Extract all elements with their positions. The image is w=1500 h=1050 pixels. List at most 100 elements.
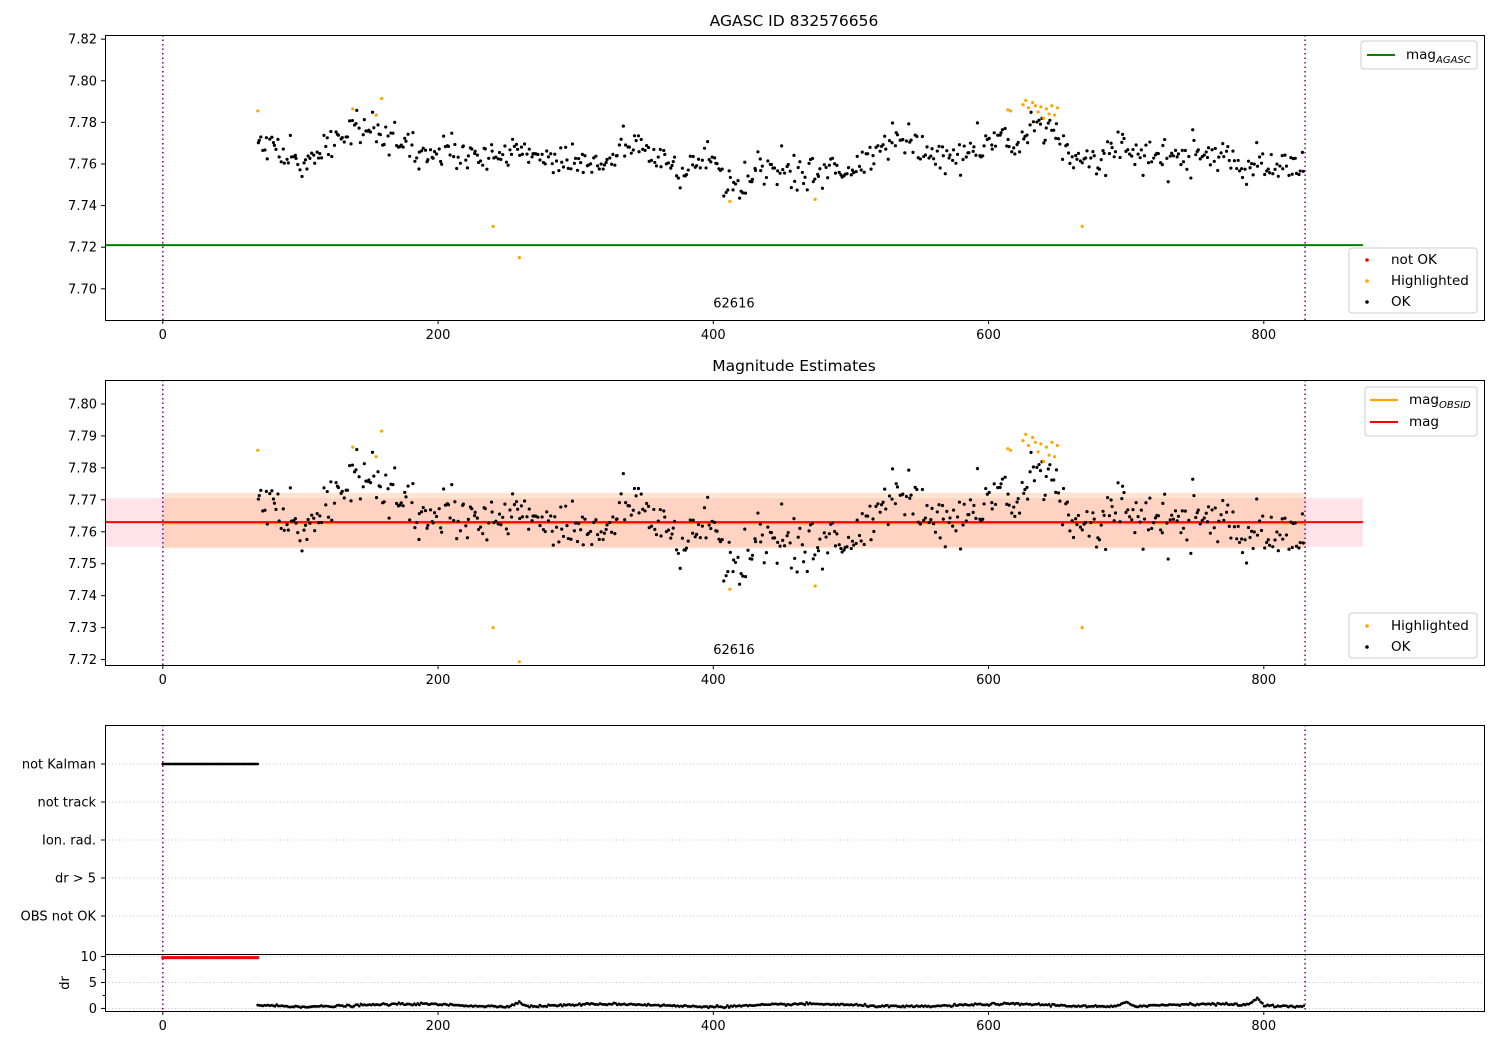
ok-point bbox=[720, 537, 724, 542]
highlighted-point bbox=[517, 660, 521, 664]
ok-point bbox=[722, 579, 726, 583]
dr-point bbox=[726, 1004, 729, 1007]
ok-point bbox=[911, 150, 915, 154]
ok-point bbox=[645, 501, 649, 506]
ok-point bbox=[1206, 505, 1211, 509]
ok-point bbox=[935, 510, 939, 514]
ok-point bbox=[599, 530, 603, 534]
ok-point bbox=[458, 161, 463, 165]
ok-point bbox=[830, 156, 835, 160]
ok-point bbox=[930, 147, 934, 151]
ok-point bbox=[601, 537, 605, 542]
ok-point bbox=[316, 156, 321, 160]
ok-point bbox=[860, 150, 864, 154]
ok-point bbox=[975, 467, 980, 471]
ok-point bbox=[743, 574, 748, 579]
legend-not-ok-label: not OK bbox=[1391, 252, 1438, 268]
ok-point bbox=[506, 163, 510, 167]
ok-point bbox=[394, 501, 399, 506]
ok-point bbox=[663, 515, 667, 519]
ok-point bbox=[527, 160, 531, 164]
ok-point bbox=[579, 528, 583, 532]
ok-point bbox=[1179, 162, 1183, 167]
ok-point bbox=[886, 522, 890, 527]
ok-point bbox=[1110, 145, 1114, 150]
ok-point bbox=[726, 188, 730, 192]
ok-point bbox=[859, 168, 863, 172]
ok-point bbox=[1006, 492, 1010, 496]
legend-obsid-label: magOBSID bbox=[1409, 392, 1471, 411]
ok-point bbox=[1131, 508, 1135, 512]
ok-point bbox=[1144, 143, 1148, 147]
highlighted-point bbox=[1026, 106, 1031, 110]
ok-point bbox=[758, 157, 762, 161]
ok-point bbox=[688, 154, 692, 158]
ok-point bbox=[756, 150, 760, 154]
dr-points bbox=[161, 956, 1306, 1010]
ok-point bbox=[1163, 137, 1167, 142]
ok-point bbox=[326, 515, 331, 519]
y-tick-label: 5 bbox=[89, 976, 97, 991]
ok-point bbox=[325, 489, 329, 494]
ok-point bbox=[1202, 516, 1206, 520]
ok-point bbox=[1160, 531, 1164, 535]
ok-point bbox=[1252, 530, 1256, 534]
ok-point bbox=[1248, 535, 1252, 540]
ok-point bbox=[452, 155, 456, 159]
ok-point bbox=[940, 145, 945, 149]
ok-point bbox=[510, 137, 515, 141]
ok-point bbox=[895, 485, 900, 489]
ok-point bbox=[753, 168, 758, 172]
ok-point bbox=[1189, 176, 1193, 180]
ok-point bbox=[1170, 513, 1174, 517]
ok-point bbox=[1068, 161, 1072, 165]
ok-point bbox=[1161, 143, 1165, 148]
ok-point bbox=[466, 154, 470, 158]
highlighted-point bbox=[1036, 110, 1040, 114]
ok-point bbox=[686, 168, 690, 172]
ok-point bbox=[1235, 537, 1239, 541]
ok-point bbox=[1232, 159, 1236, 163]
ok-point bbox=[709, 160, 713, 164]
ok-point bbox=[1104, 547, 1108, 552]
ok-point bbox=[1071, 166, 1076, 170]
ok-point bbox=[649, 158, 654, 162]
ok-point bbox=[795, 188, 799, 192]
highlighted-point bbox=[1030, 435, 1035, 440]
ok-point bbox=[440, 530, 444, 534]
ok-point bbox=[631, 148, 635, 152]
ok-point bbox=[1138, 156, 1142, 160]
flag-category-label: dr > 5 bbox=[55, 872, 96, 887]
ok-point bbox=[1240, 550, 1245, 555]
ok-point bbox=[728, 175, 732, 180]
ok-point bbox=[312, 516, 316, 520]
dr-point bbox=[516, 1002, 519, 1005]
ok-point bbox=[564, 504, 568, 508]
ok-point bbox=[826, 551, 830, 555]
ok-point bbox=[1080, 528, 1084, 532]
ok-point bbox=[348, 119, 352, 123]
magnitude-axes: 0 200 400 600 800 7.72 7.73 7.74 7.75 7.76 7.77 7.7… bbox=[68, 397, 1276, 688]
ok-point bbox=[937, 503, 941, 507]
ok-point bbox=[1016, 497, 1020, 501]
ok-point bbox=[964, 155, 968, 159]
ok-point bbox=[553, 515, 557, 519]
ok-point bbox=[727, 169, 731, 173]
ok-point bbox=[786, 162, 790, 167]
x-tick-label: 800 bbox=[1251, 673, 1276, 688]
y-tick-label: 7.75 bbox=[68, 557, 97, 572]
ok-point bbox=[987, 136, 991, 140]
x-tick-label: 0 bbox=[159, 673, 167, 688]
ok-point bbox=[1204, 511, 1208, 515]
ok-point bbox=[968, 141, 973, 145]
ok-point bbox=[1032, 479, 1036, 483]
ok-point bbox=[516, 507, 520, 511]
ok-point bbox=[1130, 154, 1134, 158]
ok-point bbox=[572, 161, 576, 165]
ok-point bbox=[1269, 515, 1273, 519]
ok-point bbox=[666, 161, 671, 165]
ok-point bbox=[788, 169, 792, 173]
ok-point bbox=[308, 156, 312, 161]
ok-point bbox=[846, 535, 851, 540]
ok-point bbox=[750, 177, 755, 181]
